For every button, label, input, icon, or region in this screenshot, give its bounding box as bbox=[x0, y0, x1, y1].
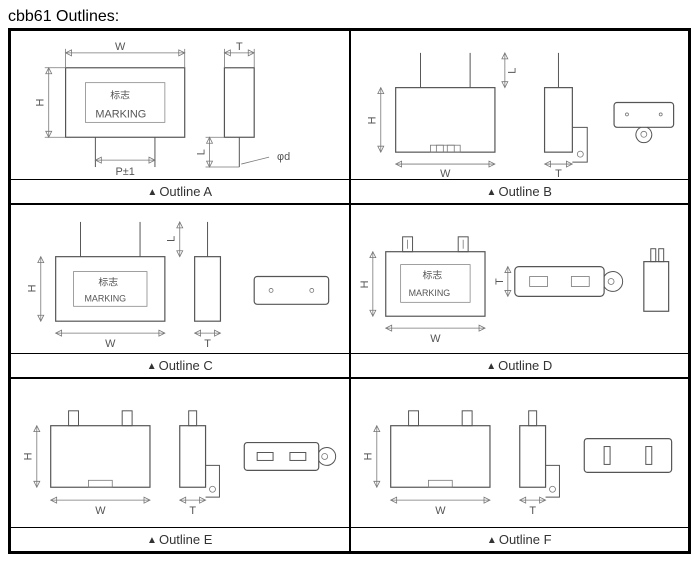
svg-text:T: T bbox=[555, 168, 562, 179]
svg-text:MARKING: MARKING bbox=[84, 294, 126, 304]
svg-text:T: T bbox=[204, 338, 211, 350]
svg-text:MARKING: MARKING bbox=[95, 108, 146, 120]
cell-outline-a: 标志 MARKING W H P±1 bbox=[10, 30, 350, 204]
svg-text:T: T bbox=[189, 505, 196, 517]
outline-grid: 标志 MARKING W H P±1 bbox=[8, 28, 691, 554]
svg-text:标志: 标志 bbox=[422, 269, 442, 282]
svg-text:P±1: P±1 bbox=[115, 166, 134, 178]
svg-text:MARKING: MARKING bbox=[408, 288, 450, 298]
svg-text:L: L bbox=[506, 68, 518, 74]
cell-outline-c: 标志 MARKING W H L bbox=[10, 204, 350, 378]
svg-text:H: H bbox=[362, 453, 374, 461]
svg-text:标志: 标志 bbox=[110, 89, 130, 102]
svg-text:W: W bbox=[430, 333, 441, 345]
label-outline-c: Outline C bbox=[11, 353, 349, 377]
svg-text:L: L bbox=[166, 236, 178, 242]
svg-text:T: T bbox=[493, 278, 505, 285]
svg-text:H: H bbox=[35, 99, 47, 107]
label-outline-a: Outline A bbox=[11, 179, 349, 203]
svg-text:W: W bbox=[440, 168, 451, 179]
svg-text:W: W bbox=[115, 41, 126, 53]
cell-outline-b: W H L T bbox=[350, 30, 690, 204]
svg-text:W: W bbox=[95, 505, 106, 517]
label-outline-e: Outline E bbox=[11, 527, 349, 551]
diagram-outline-f: W H T bbox=[351, 379, 689, 527]
svg-text:H: H bbox=[358, 281, 370, 289]
svg-text:L: L bbox=[195, 149, 207, 155]
diagram-outline-b: W H L T bbox=[351, 31, 689, 179]
svg-text:T: T bbox=[529, 505, 536, 517]
svg-text:φd: φd bbox=[277, 151, 290, 163]
diagram-outline-e: W H T bbox=[11, 379, 349, 527]
diagram-outline-d: 标志 MARKING W H bbox=[351, 205, 689, 353]
cell-outline-f: W H T Outline F bbox=[350, 378, 690, 552]
label-outline-b: Outline B bbox=[351, 179, 689, 203]
svg-text:W: W bbox=[435, 505, 446, 517]
cell-outline-d: 标志 MARKING W H bbox=[350, 204, 690, 378]
cell-outline-e: W H T Outline E bbox=[10, 378, 350, 552]
svg-text:W: W bbox=[105, 338, 116, 350]
svg-text:H: H bbox=[366, 116, 378, 124]
page-title: cbb61 Outlines: bbox=[8, 8, 691, 26]
svg-text:H: H bbox=[23, 453, 35, 461]
label-outline-d: Outline D bbox=[351, 353, 689, 377]
diagram-outline-a: 标志 MARKING W H P±1 bbox=[11, 31, 349, 179]
svg-text:标志: 标志 bbox=[98, 275, 118, 288]
diagram-outline-c: 标志 MARKING W H L bbox=[11, 205, 349, 353]
svg-text:H: H bbox=[27, 284, 39, 292]
svg-text:T: T bbox=[236, 41, 243, 53]
label-outline-f: Outline F bbox=[351, 527, 689, 551]
